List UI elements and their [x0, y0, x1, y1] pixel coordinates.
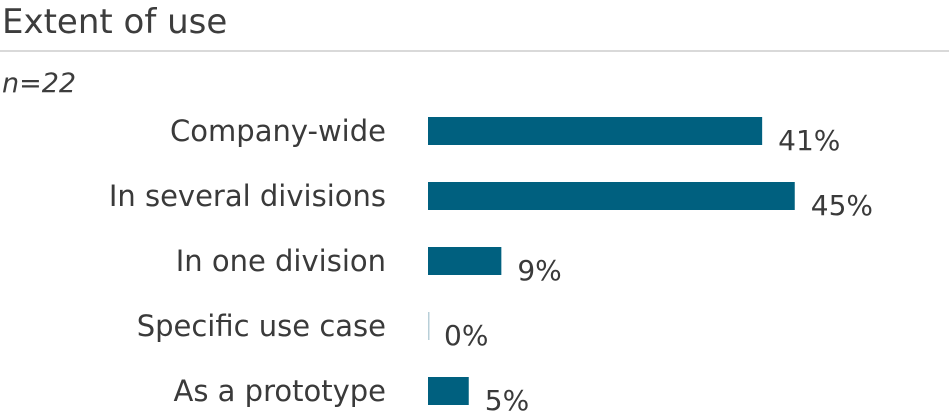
value-label-as-a-prototype: 5% [485, 384, 529, 417]
title-divider [0, 50, 949, 52]
bar-specific-use-case [428, 312, 430, 340]
value-label-company-wide: 41% [778, 124, 840, 157]
category-label-specific-use-case: Specific use case [137, 309, 386, 343]
value-label-in-one-division: 9% [517, 254, 561, 287]
category-label-in-several-divisions: In several divisions [109, 179, 386, 213]
value-label-in-several-divisions: 45% [811, 189, 873, 222]
chart-title: Extent of use [2, 2, 228, 42]
category-label-in-one-division: In one division [176, 244, 386, 278]
bar-in-one-division [428, 247, 502, 275]
bar-in-several-divisions [428, 182, 795, 210]
bar-as-a-prototype [428, 377, 469, 405]
category-label-as-a-prototype: As a prototype [174, 374, 387, 408]
bar-company-wide [428, 117, 763, 145]
chart-subtitle: n=22 [2, 68, 77, 99]
category-label-company-wide: Company-wide [170, 114, 386, 148]
value-label-specific-use-case: 0% [444, 319, 488, 352]
